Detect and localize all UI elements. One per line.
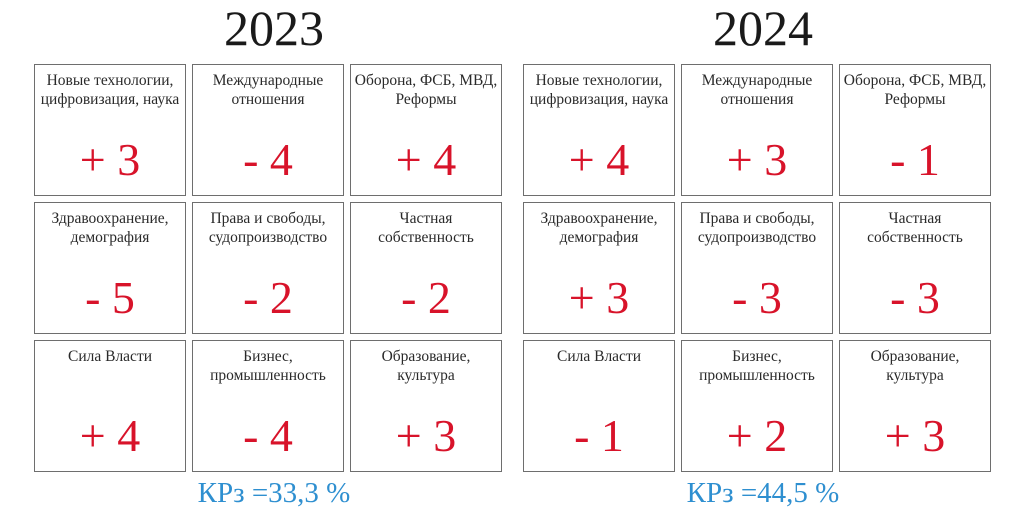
- cell-label: Оборона, ФСБ, МВД, Реформы: [354, 72, 498, 108]
- cell-label: Образование, культура: [870, 348, 960, 384]
- cell-label: Здравоохранение, демография: [540, 210, 658, 246]
- cell-new-technologies: Новые технологии, цифровизация, наука + …: [34, 64, 186, 196]
- cell-label: Международные отношения: [701, 72, 813, 108]
- cell-score: - 3: [732, 272, 782, 323]
- cell-score: + 3: [568, 272, 630, 323]
- cell-healthcare: Здравоохранение, демография + 3: [523, 202, 675, 334]
- cell-score: + 4: [568, 134, 630, 185]
- cell-label: Бизнес, промышленность: [210, 348, 326, 384]
- cell-score: + 3: [79, 134, 141, 185]
- cell-score: - 2: [401, 272, 451, 323]
- cell-business: Бизнес, промышленность + 2: [681, 340, 833, 472]
- cell-label: Оборона, ФСБ, МВД, Реформы: [843, 72, 987, 108]
- panel-2024: 2024 Новые технологии, цифровизация, нау…: [523, 0, 1003, 524]
- cell-label: Бизнес, промышленность: [699, 348, 815, 384]
- cell-healthcare: Здравоохранение, демография - 5: [34, 202, 186, 334]
- category-grid: Новые технологии, цифровизация, наука + …: [34, 64, 502, 472]
- cell-defense: Оборона, ФСБ, МВД, Реформы + 4: [350, 64, 502, 196]
- year-heading: 2023: [224, 0, 324, 56]
- cell-label: Новые технологии, цифровизация, наука: [40, 72, 180, 108]
- cell-score: + 3: [884, 410, 946, 461]
- cell-new-technologies: Новые технологии, цифровизация, наука + …: [523, 64, 675, 196]
- year-heading: 2024: [713, 0, 813, 56]
- cell-international-relations: Международные отношения + 3: [681, 64, 833, 196]
- cell-label: Международные отношения: [212, 72, 324, 108]
- cell-defense: Оборона, ФСБ, МВД, Реформы - 1: [839, 64, 991, 196]
- cell-score: - 2: [243, 272, 293, 323]
- cell-label: Образование, культура: [381, 348, 471, 384]
- cell-score: - 4: [243, 134, 293, 185]
- cell-label: Новые технологии, цифровизация, наука: [529, 72, 669, 108]
- cell-power: Сила Власти - 1: [523, 340, 675, 472]
- category-grid: Новые технологии, цифровизация, наука + …: [523, 64, 991, 472]
- cell-score: + 4: [395, 134, 457, 185]
- cell-label: Сила Власти: [556, 348, 642, 365]
- cell-score: - 4: [243, 410, 293, 461]
- cell-private-property: Частная собственность - 2: [350, 202, 502, 334]
- cell-score: - 1: [890, 134, 940, 185]
- cell-score: + 3: [726, 134, 788, 185]
- kr-summary: КРз =44,5 %: [686, 477, 840, 509]
- cell-label: Права и свободы, судопроизводство: [697, 210, 817, 246]
- panel-2023: 2023 Новые технологии, цифровизация, нау…: [34, 0, 514, 524]
- cell-private-property: Частная собственность - 3: [839, 202, 991, 334]
- cell-label: Здравоохранение, демография: [51, 210, 169, 246]
- cell-label: Права и свободы, судопроизводство: [208, 210, 328, 246]
- cell-education: Образование, культура + 3: [350, 340, 502, 472]
- cell-label: Частная собственность: [378, 210, 474, 246]
- cell-education: Образование, культура + 3: [839, 340, 991, 472]
- cell-score: - 1: [574, 410, 624, 461]
- cell-label: Сила Власти: [67, 348, 153, 365]
- cell-score: + 2: [726, 410, 788, 461]
- cell-power: Сила Власти + 4: [34, 340, 186, 472]
- cell-label: Частная собственность: [867, 210, 963, 246]
- cell-score: - 3: [890, 272, 940, 323]
- cell-score: - 5: [85, 272, 135, 323]
- cell-score: + 4: [79, 410, 141, 461]
- cell-rights-freedoms: Права и свободы, судопроизводство - 3: [681, 202, 833, 334]
- cell-score: + 3: [395, 410, 457, 461]
- cell-rights-freedoms: Права и свободы, судопроизводство - 2: [192, 202, 344, 334]
- cell-business: Бизнес, промышленность - 4: [192, 340, 344, 472]
- kr-summary: КРз =33,3 %: [197, 477, 351, 509]
- cell-international-relations: Международные отношения - 4: [192, 64, 344, 196]
